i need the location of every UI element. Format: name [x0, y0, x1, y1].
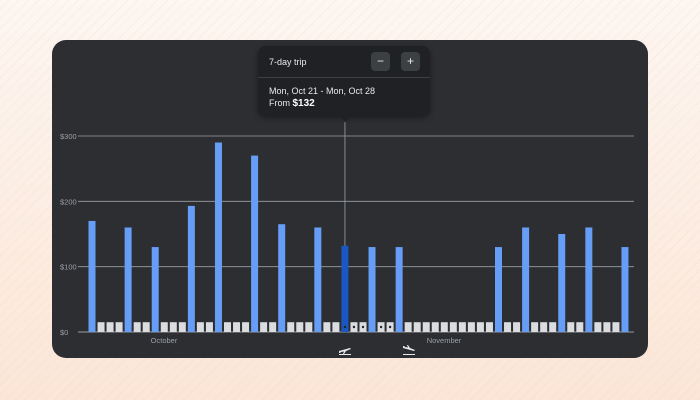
- price-bar[interactable]: [621, 247, 629, 332]
- price-bar[interactable]: [395, 247, 403, 332]
- trip-day-dot: [388, 325, 392, 329]
- trip-day-dot: [352, 325, 356, 329]
- tooltip-divider: [258, 77, 430, 78]
- trip-tooltip: 7-day trip − + Mon, Oct 21 - Mon, Oct 28…: [258, 46, 430, 122]
- price-bar[interactable]: [449, 322, 457, 332]
- y-tick-label: $300: [60, 132, 77, 141]
- price-bar[interactable]: [296, 322, 304, 332]
- price-bar[interactable]: [540, 322, 548, 332]
- price-bar[interactable]: [594, 322, 602, 332]
- price-bar[interactable]: [260, 322, 268, 332]
- price-bar[interactable]: [332, 322, 340, 332]
- trip-dates: Mon, Oct 21 - Mon, Oct 28: [269, 86, 376, 96]
- price-bar[interactable]: [187, 205, 195, 332]
- month-label: November: [427, 336, 462, 345]
- tooltip-pointer: [340, 116, 350, 122]
- price-bar[interactable]: [196, 322, 204, 332]
- trip-day-dot: [361, 325, 365, 329]
- price-bar[interactable]: [567, 322, 575, 332]
- price-bar[interactable]: [323, 322, 331, 332]
- price-bar[interactable]: [178, 322, 186, 332]
- trip-day-dot: [343, 325, 347, 329]
- price-bar[interactable]: [585, 227, 593, 332]
- price-bar[interactable]: [106, 322, 114, 332]
- price-bar[interactable]: [404, 322, 412, 332]
- price-bar[interactable]: [151, 247, 159, 332]
- price-bar[interactable]: [133, 322, 141, 332]
- price-bar[interactable]: [603, 322, 611, 332]
- price-bar[interactable]: [576, 322, 584, 332]
- price-bar[interactable]: [612, 322, 620, 332]
- trip-length-label: 7-day trip: [269, 57, 307, 67]
- price-bar[interactable]: [522, 227, 530, 332]
- price-bar[interactable]: [495, 247, 502, 332]
- price-bar[interactable]: [341, 245, 349, 332]
- price-bar[interactable]: [233, 322, 241, 332]
- price-bar[interactable]: [205, 322, 213, 332]
- trip-day-dot: [379, 325, 383, 329]
- price-bar[interactable]: [413, 322, 421, 332]
- price-bar[interactable]: [549, 322, 557, 332]
- price-bar[interactable]: [287, 322, 295, 332]
- price-bar[interactable]: [467, 322, 475, 332]
- price-bar[interactable]: [558, 234, 566, 332]
- price-bar[interactable]: [278, 224, 286, 332]
- price-bar[interactable]: [440, 322, 448, 332]
- airplane-departure-icon: [339, 348, 351, 355]
- price-bar[interactable]: [531, 322, 539, 332]
- price-bar[interactable]: [422, 322, 430, 332]
- price-bar[interactable]: [476, 322, 484, 332]
- month-label: October: [151, 336, 178, 345]
- price-bar[interactable]: [242, 322, 250, 332]
- price-bar[interactable]: [513, 322, 521, 332]
- airplane-arrival-icon: [403, 345, 415, 355]
- y-tick-label: $0: [60, 328, 68, 337]
- price-bar[interactable]: [88, 220, 96, 332]
- price-bar[interactable]: [251, 155, 259, 332]
- price-bar[interactable]: [368, 247, 376, 332]
- price-graph-panel: $0 $100 $200 $300 October November 7-day trip…: [52, 40, 648, 358]
- price-bar[interactable]: [485, 322, 493, 332]
- price-bar[interactable]: [124, 227, 132, 332]
- price-bar[interactable]: [160, 322, 168, 332]
- price-bar[interactable]: [458, 322, 466, 332]
- price-chart: $0 $100 $200 $300 October November: [60, 122, 634, 345]
- y-tick-label: $100: [60, 263, 77, 272]
- price-prefix: From: [269, 98, 293, 108]
- price-bar[interactable]: [305, 322, 313, 332]
- price-bar[interactable]: [504, 322, 512, 332]
- trip-price: $132: [292, 98, 315, 109]
- price-bar[interactable]: [269, 322, 277, 332]
- price-bar[interactable]: [169, 322, 177, 332]
- price-bar[interactable]: [214, 142, 222, 332]
- y-tick-label: $200: [60, 197, 77, 206]
- price-bar[interactable]: [142, 322, 150, 332]
- price-bar[interactable]: [431, 322, 439, 332]
- trip-price-line: From $132: [269, 98, 315, 109]
- price-bar[interactable]: [314, 227, 322, 332]
- price-bar[interactable]: [115, 322, 123, 332]
- price-bar[interactable]: [97, 322, 105, 332]
- price-bar[interactable]: [224, 322, 231, 332]
- increase-trip-length-button[interactable]: +: [401, 52, 420, 71]
- decrease-trip-length-button[interactable]: −: [371, 52, 390, 71]
